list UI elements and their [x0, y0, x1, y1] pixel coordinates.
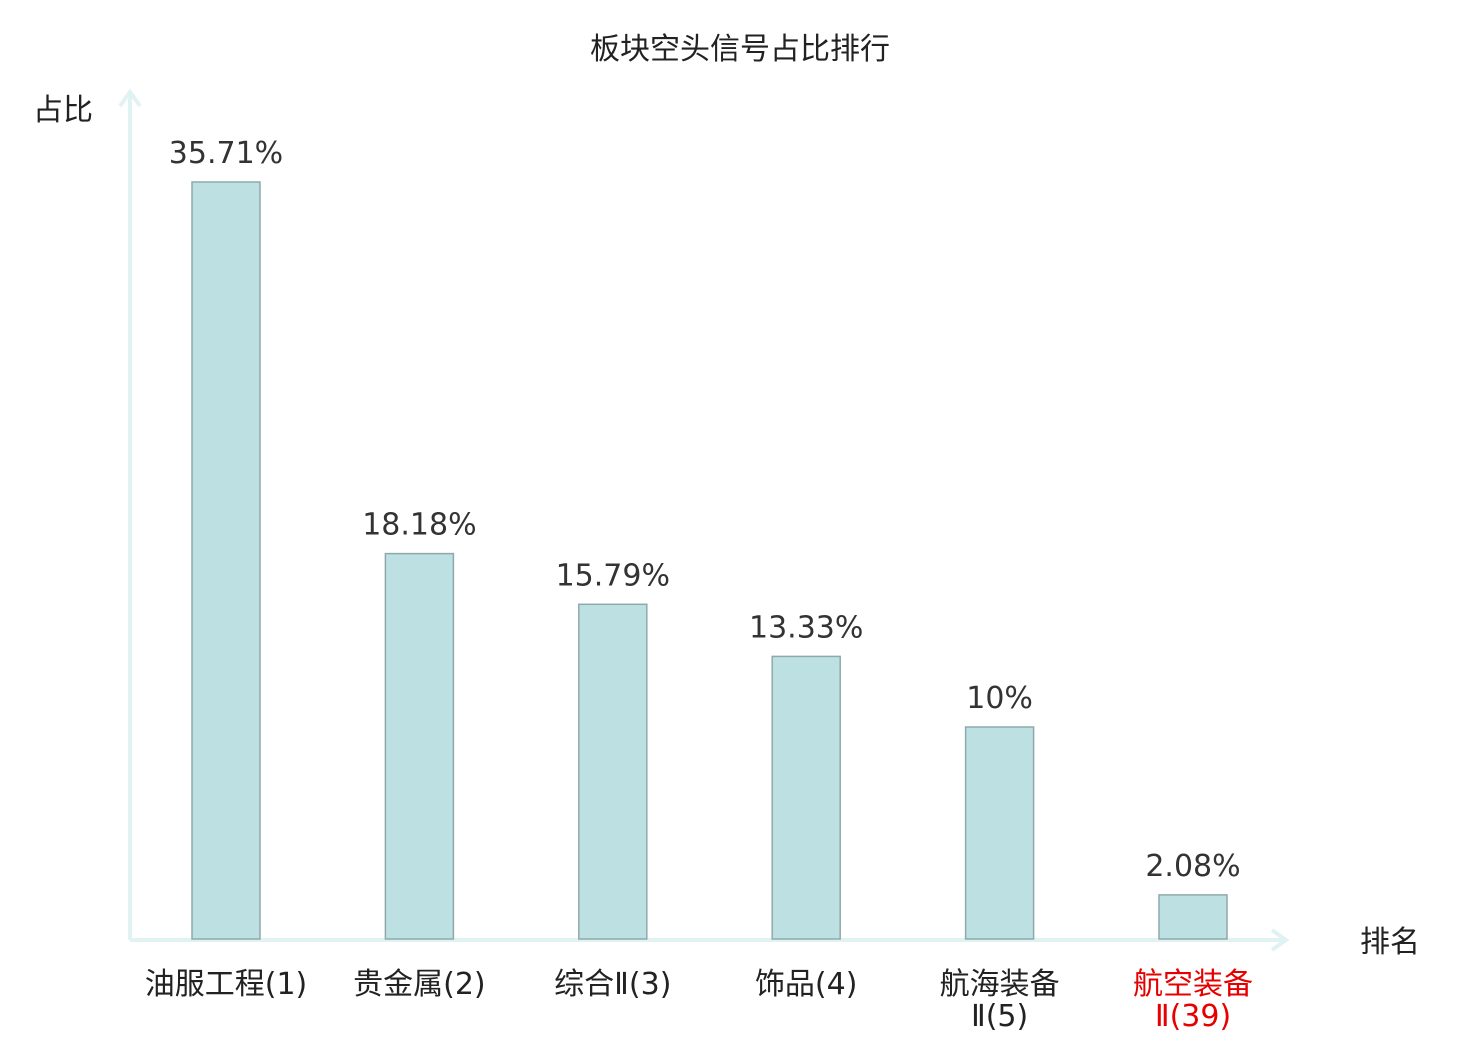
x-tick-label: Ⅱ(5) [971, 999, 1028, 1034]
value-labels: 35.71% 18.18% 15.79% 13.33% 10% 2.08% [169, 136, 1241, 884]
bar [771, 655, 841, 940]
data-label: 10% [966, 681, 1033, 716]
data-label: 2.08% [1145, 849, 1240, 884]
x-tick-label: 贵金属(2) [353, 967, 486, 1002]
x-axis-arrow [1270, 928, 1290, 952]
axes: 占比 排名 [33, 88, 1420, 960]
x-axis-label: 排名 [1360, 925, 1420, 960]
y-axis-arrow [118, 88, 142, 108]
bar [191, 181, 261, 940]
bar [1158, 894, 1228, 940]
bar [578, 603, 648, 940]
x-tick-label: 航海装备 [940, 967, 1060, 1002]
bars [191, 181, 1228, 940]
chart-title: 板块空头信号占比排行 [590, 32, 890, 67]
data-label: 15.79% [556, 558, 670, 593]
x-tick-label: Ⅱ(39) [1155, 999, 1231, 1034]
data-label: 18.18% [362, 508, 476, 543]
bar [384, 552, 455, 940]
y-axis-label: 占比 [33, 93, 93, 128]
x-tick-label: 综合Ⅱ(3) [554, 967, 671, 1002]
data-label: 13.33% [749, 610, 863, 645]
data-label: 35.71% [169, 136, 283, 171]
x-tick-label: 饰品(4) [755, 967, 858, 1002]
x-tick-label: 航空装备 [1133, 967, 1253, 1002]
x-tick-label: 油服工程(1) [145, 967, 308, 1002]
bar [964, 726, 1035, 940]
